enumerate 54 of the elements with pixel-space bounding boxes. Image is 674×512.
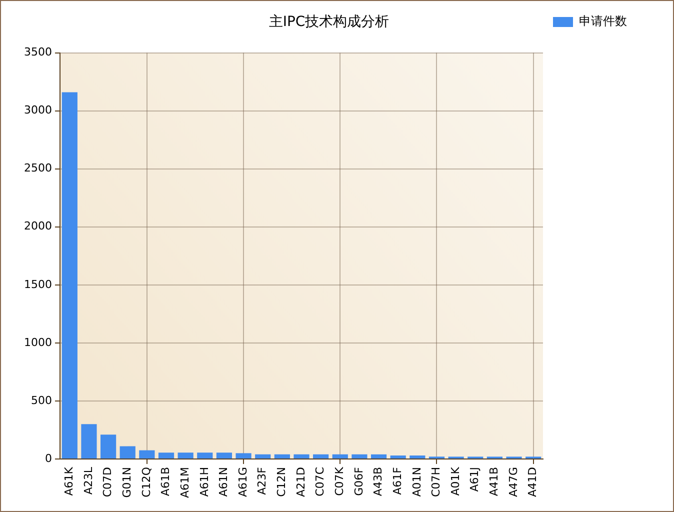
bar — [370, 454, 387, 458]
x-tick-label: A21D — [294, 466, 308, 497]
y-tick-label: 3500 — [24, 46, 52, 59]
bar — [390, 456, 406, 458]
x-tick-label: A61N — [217, 466, 230, 497]
y-tick-label: 2000 — [24, 220, 52, 233]
y-tick-label: 1000 — [24, 336, 52, 349]
chart-title: 主IPC技术构成分析 — [268, 14, 390, 30]
x-tick-label: G01N — [120, 466, 134, 498]
bar — [294, 454, 310, 458]
bar — [81, 424, 97, 458]
x-tick-label: A61H — [198, 466, 211, 497]
x-tick-label: A23L — [82, 466, 95, 495]
x-tick-label: A41B — [488, 466, 501, 496]
x-tick-label: C07C — [314, 466, 327, 496]
bar — [274, 454, 290, 458]
y-tick-label: 0 — [44, 452, 52, 465]
bar — [352, 454, 368, 458]
x-tick-label: C12N — [275, 466, 288, 497]
bar — [178, 452, 194, 458]
bar — [139, 450, 155, 458]
x-tick-label: C07D — [101, 466, 114, 498]
bar — [332, 454, 348, 458]
x-tick-label: C12Q — [140, 466, 153, 498]
x-tick-label: A41D — [526, 466, 540, 497]
x-tick-label: A61M — [178, 466, 192, 498]
bar — [197, 452, 213, 458]
x-tick-label: A23F — [256, 466, 269, 495]
x-tick-label: A61J — [468, 466, 482, 492]
x-tick-label: A61G — [236, 466, 250, 498]
bar — [100, 434, 116, 458]
y-tick-label: 500 — [30, 394, 52, 407]
x-tick-label: G06F — [352, 466, 366, 496]
y-tick-label: 2500 — [24, 162, 52, 175]
bar — [255, 454, 271, 458]
x-tick-label: A01K — [448, 466, 462, 496]
y-tick-label: 3000 — [24, 104, 52, 117]
bar — [216, 452, 232, 458]
x-tick-label: A43B — [372, 466, 385, 496]
bar — [62, 92, 78, 458]
x-tick-label: A61K — [62, 466, 76, 496]
bar — [158, 452, 174, 458]
x-tick-label: C07K — [332, 466, 346, 496]
y-tick-label: 1500 — [24, 278, 52, 291]
legend-label: 申请件数 — [579, 14, 627, 28]
x-tick-label: A47G — [506, 466, 520, 498]
x-tick-label: C07H — [430, 466, 443, 497]
x-tick-label: A61F — [390, 466, 404, 495]
x-tick-label: A01N — [410, 466, 424, 497]
bar — [313, 454, 329, 458]
bar — [236, 453, 252, 458]
bar — [410, 456, 426, 458]
bar — [120, 446, 136, 458]
x-tick-label: A61B — [159, 466, 172, 496]
